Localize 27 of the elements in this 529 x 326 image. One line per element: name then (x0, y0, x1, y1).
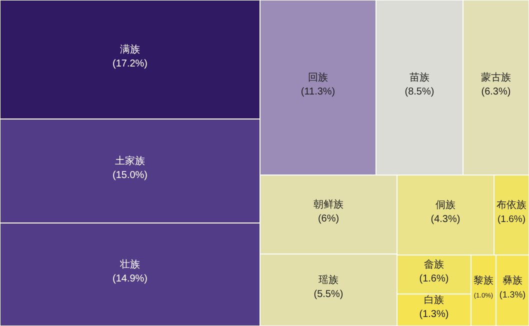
data-label: (15.0%) (112, 170, 148, 181)
category-label: 蒙古族 (481, 72, 511, 84)
data-label: (14.9%) (112, 274, 148, 284)
category-label: 彝族 (502, 274, 522, 286)
category-label: 瑶族 (318, 274, 338, 286)
data-label: (1.6%) (497, 214, 526, 225)
category-label: 土家族 (115, 155, 145, 167)
data-label: (5.5%) (314, 289, 344, 300)
data-label: (1.6%) (419, 274, 449, 284)
data-label: (8.5%) (404, 86, 434, 98)
data-label: (1.3%) (499, 290, 526, 300)
data-label: (6.3%) (481, 86, 511, 98)
data-label: (17.2%) (112, 58, 148, 70)
category-label: 白族 (424, 294, 444, 306)
data-label: (6%) (318, 214, 340, 224)
category-label: 畲族 (424, 258, 444, 270)
category-label: 侗族 (436, 199, 456, 211)
category-label: 朝鲜族 (314, 198, 344, 210)
data-label: (11.3%) (300, 86, 336, 98)
category-label: 满族 (120, 44, 140, 56)
category-label: 苗族 (410, 72, 430, 84)
data-label: (1.3%) (419, 309, 449, 320)
category-label: 壮族 (119, 258, 140, 270)
data-label: (4.3%) (430, 214, 460, 225)
category-label: 黎族 (474, 274, 494, 286)
category-label: 布依族 (496, 199, 526, 211)
category-label: 回族 (308, 72, 328, 84)
